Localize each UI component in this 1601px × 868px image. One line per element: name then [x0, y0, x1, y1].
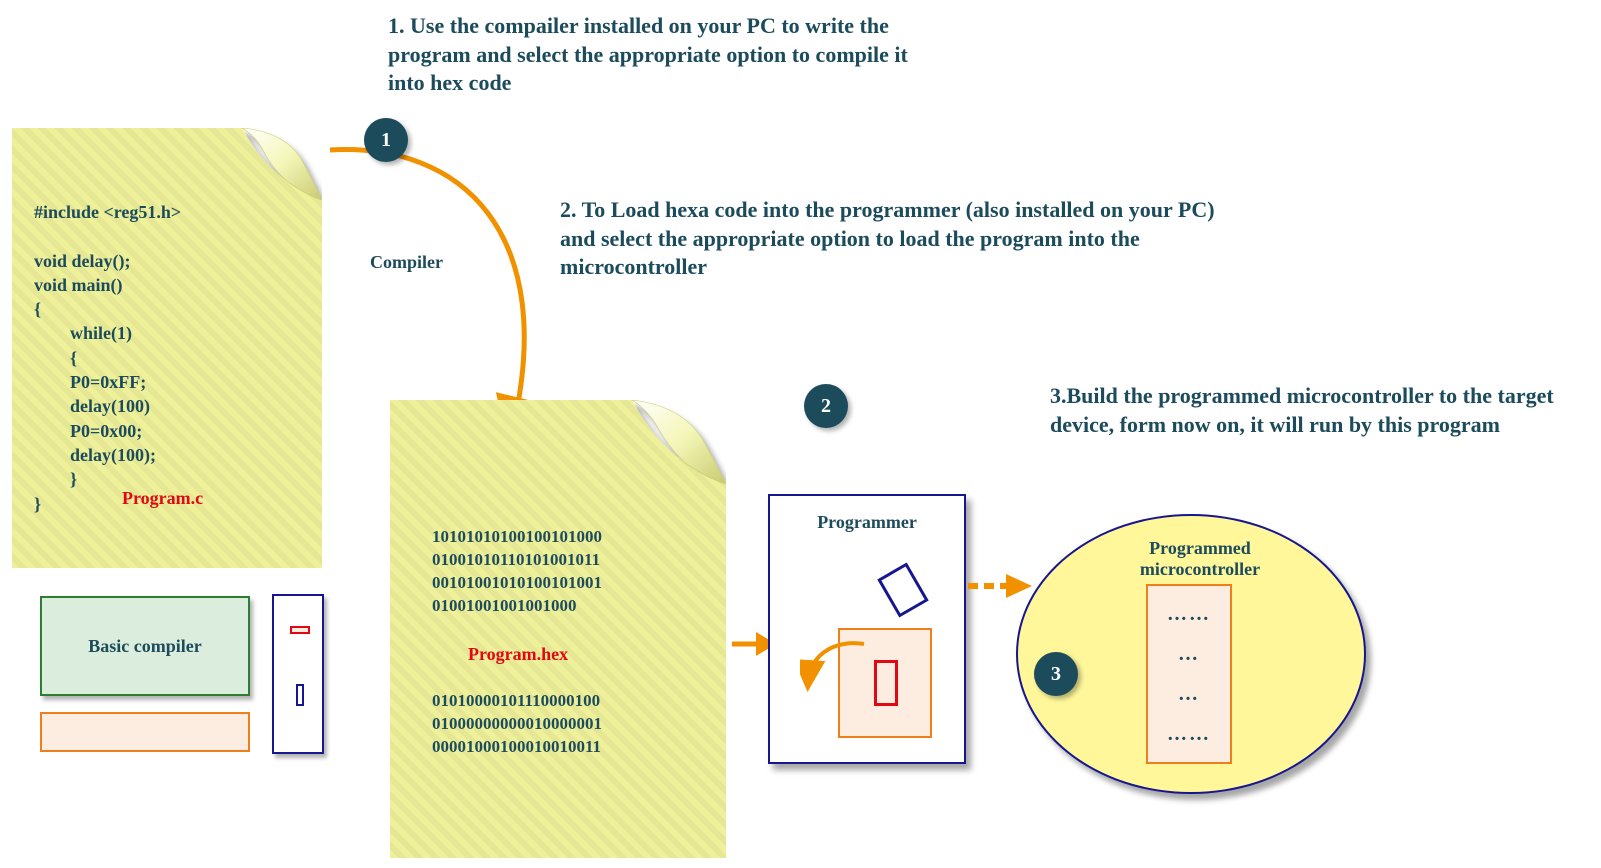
step2-text: 2. To Load hexa code into the programmer…	[560, 196, 1230, 282]
hex-sheet	[390, 400, 726, 858]
source-filename: Program.c	[122, 488, 203, 509]
step-badge-1: 1	[364, 118, 408, 162]
source-code-block: #include <reg51.h> void delay(); void ma…	[34, 200, 314, 516]
mc-chip: …… … … ……	[1146, 584, 1232, 764]
step1-text: 1. Use the compailer installed on your P…	[388, 12, 948, 98]
arrow-3	[968, 572, 1032, 600]
small-card	[272, 594, 324, 754]
chip-icon	[877, 562, 928, 617]
orange-slot	[40, 712, 250, 752]
hex-block-1: 10101010100100101000 0100101011010100101…	[432, 526, 602, 618]
small-card-red	[290, 626, 310, 634]
small-card-blue	[296, 684, 304, 706]
mc-dot-1: …	[1178, 643, 1200, 666]
insert-arrow	[800, 640, 870, 700]
source-code-text: #include <reg51.h> void delay(); void ma…	[34, 200, 314, 516]
mc-dot-2: …	[1178, 683, 1200, 706]
programmer-box: Programmer	[768, 494, 966, 764]
socket-inner	[874, 660, 898, 706]
step-badge-3: 3	[1034, 652, 1078, 696]
hex-block-2: 01010000101110000100 0100000000001000000…	[432, 690, 602, 759]
programmer-label: Programmer	[770, 512, 964, 533]
mc-dot-0: ……	[1167, 603, 1211, 626]
mc-dot-3: ……	[1167, 723, 1211, 746]
step3-text: 3.Build the programmed microcontroller t…	[1050, 382, 1570, 439]
basic-compiler-box: Basic compiler	[40, 596, 250, 696]
basic-compiler-label: Basic compiler	[88, 636, 201, 657]
step-badge-2: 2	[804, 384, 848, 428]
hex-filename: Program.hex	[468, 644, 568, 665]
programmed-mc-label: Programmed microcontroller	[1110, 538, 1290, 580]
